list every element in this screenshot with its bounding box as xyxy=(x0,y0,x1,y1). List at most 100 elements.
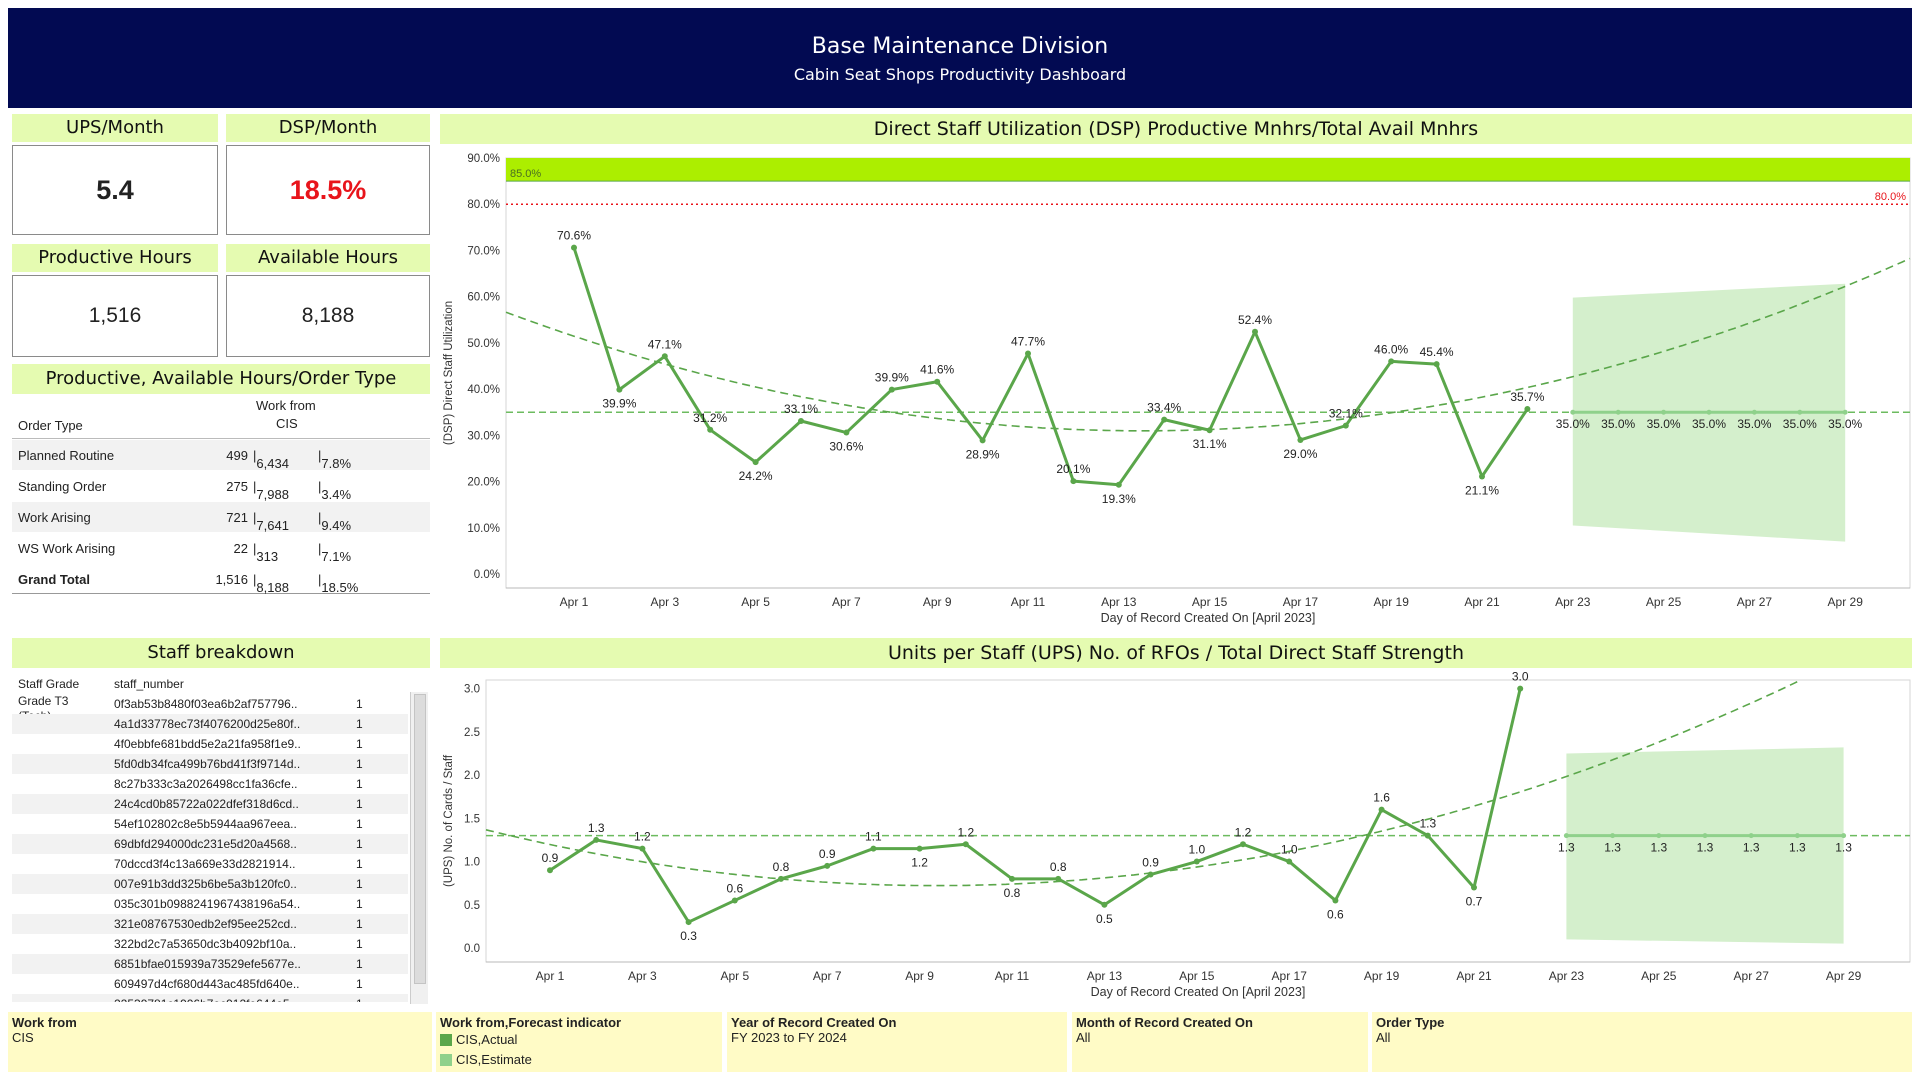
staff-row[interactable]: 609497d4cf680d443ac485fd640e.. 1 xyxy=(12,974,408,994)
data-point xyxy=(778,875,784,882)
dashboard-header: Base Maintenance Division Cabin Seat Sho… xyxy=(8,8,1912,108)
data-label: 0.8 xyxy=(1004,886,1021,900)
staff-row[interactable]: 24c4cd0b85722a022dfef318d6cd.. 1 xyxy=(12,794,408,814)
staff-row[interactable]: 54ef102802c8e5b5944aa967eea.. 1 xyxy=(12,814,408,834)
x-tick-label: Apr 11 xyxy=(1011,595,1046,609)
staff-number-cell: 70dccd3f4c13a669e33d2821914.. xyxy=(114,857,296,871)
staff-scrollbar[interactable] xyxy=(410,692,428,1004)
y-axis-title: (UPS) No. of Cards / Staff xyxy=(443,754,455,887)
dsp-chart: 85.0% 80.0% 0.0% 10.0% 20.0% 30.0% 40.0% 50.0% 6… xyxy=(443,153,1911,625)
staff-count-cell: 1 xyxy=(356,757,363,771)
staff-number-cell: 4a1d33778ec73f4076200d25e80f.. xyxy=(114,717,301,731)
staff-row[interactable]: 70dccd3f4c13a669e33d2821914.. 1 xyxy=(12,854,408,874)
data-label: 52.4% xyxy=(1238,313,1272,327)
staff-row[interactable]: 322bd2c7a53650dc3b4092bf10a.. 1 xyxy=(12,934,408,954)
header-staff-number: staff_number xyxy=(114,677,184,691)
filter-year-value[interactable]: FY 2023 to FY 2024 xyxy=(731,1030,847,1045)
legend-item-estimate[interactable]: CIS,Estimate xyxy=(440,1052,532,1067)
filter-order-type[interactable]: Order Type All xyxy=(1372,1012,1912,1072)
staff-count-cell: 1 xyxy=(356,837,363,851)
x-tick-label: Apr 25 xyxy=(1641,969,1677,983)
x-tick-label: Apr 27 xyxy=(1734,969,1770,983)
legend-item-actual[interactable]: CIS,Actual xyxy=(440,1032,517,1047)
grand-available-cell: | 8,188 xyxy=(253,572,289,595)
data-point xyxy=(979,437,986,444)
y-tick-label: 1.5 xyxy=(464,813,480,825)
data-point xyxy=(616,386,623,393)
data-point xyxy=(824,862,831,869)
legend-label-estimate: CIS,Estimate xyxy=(456,1052,532,1067)
staff-row[interactable]: 6851bfae015939a73529efe5677e.. 1 xyxy=(12,954,408,974)
y-tick-label: 40.0% xyxy=(467,384,500,396)
legend-title: Work from,Forecast indicator xyxy=(440,1015,622,1030)
data-point xyxy=(1009,875,1015,882)
header-order-type: Order Type xyxy=(18,418,83,433)
ups-chart: 0.0 0.5 1.0 1.5 2.0 2.5 3.0 Apr 1 Apr 3 Apr 5 Apr … xyxy=(443,670,1911,999)
staff-number-cell: 609497d4cf680d443ac485fd640e.. xyxy=(114,977,300,991)
data-point xyxy=(1424,832,1431,839)
legend-swatch-actual xyxy=(440,1034,452,1046)
filter-year[interactable]: Year of Record Created On FY 2023 to FY … xyxy=(727,1012,1067,1072)
staff-row[interactable]: 035c301b0988241967438196a54.. 1 xyxy=(12,894,408,914)
available-cell: | 7,641 xyxy=(253,510,289,533)
filter-order-type-value[interactable]: All xyxy=(1376,1030,1391,1045)
staff-row[interactable]: 0f3ab53b8480f03ea6b2af757796.. 1 xyxy=(12,694,408,714)
staff-count-cell: 1 xyxy=(356,697,363,711)
staff-count-cell: 1 xyxy=(356,797,363,811)
x-tick-label: Apr 19 xyxy=(1364,969,1400,983)
table-row-grand-total: Grand Total 1,516 | 8,188 | 18.5% xyxy=(12,564,430,595)
x-tick-label: Apr 7 xyxy=(832,595,861,609)
data-label: 70.6% xyxy=(557,229,591,243)
forecast-band xyxy=(1566,747,1844,944)
forecast-point xyxy=(1615,409,1621,415)
filter-work-from-value[interactable]: CIS xyxy=(12,1030,34,1045)
table-row: Planned Routine 499 | 6,434 | 7.8% xyxy=(12,440,430,471)
y-tick-label: 80.0% xyxy=(467,199,500,211)
staff-row[interactable]: 22539781c1906b7ec912fe644e5.. 1 xyxy=(12,994,408,1002)
pct-value: 7.8% xyxy=(321,456,352,471)
data-point xyxy=(1342,422,1349,429)
data-label: 28.9% xyxy=(966,447,1000,461)
staff-count-cell: 1 xyxy=(356,817,363,831)
forecast-point xyxy=(1661,409,1667,415)
staff-row[interactable]: 5fd0db34fca499b76bd41f3f9714d.. 1 xyxy=(12,754,408,774)
y-tick-label: 2.5 xyxy=(464,727,480,739)
header-staff-grade: Staff Grade xyxy=(18,677,80,691)
staff-row[interactable]: 4a1d33778ec73f4076200d25e80f.. 1 xyxy=(12,714,408,734)
forecast-label: 35.0% xyxy=(1692,417,1726,431)
grand-productive-cell: 1,516 xyxy=(215,572,248,587)
data-point xyxy=(1101,901,1108,908)
forecast-label: 1.3 xyxy=(1697,841,1714,855)
staff-count-cell: 1 xyxy=(356,777,363,791)
forecast-label: 35.0% xyxy=(1783,417,1817,431)
filter-month[interactable]: Month of Record Created On All xyxy=(1072,1012,1368,1072)
data-label: 41.6% xyxy=(920,363,954,377)
data-label: 1.3 xyxy=(1419,817,1436,831)
forecast-label: 35.0% xyxy=(1647,417,1681,431)
y-tick-label: 50.0% xyxy=(467,338,500,350)
staff-row[interactable]: 321e08767530edb2ef95ee252cd.. 1 xyxy=(12,914,408,934)
staff-scrollbar-thumb[interactable] xyxy=(414,694,426,984)
data-label: 0.9 xyxy=(542,851,559,865)
legend-label-actual: CIS,Actual xyxy=(456,1032,518,1047)
x-tick-label: Apr 21 xyxy=(1456,969,1492,983)
staff-row[interactable]: 69dbfd294000dc231e5d20a4568.. 1 xyxy=(12,834,408,854)
staff-number-cell: 321e08767530edb2ef95ee252cd.. xyxy=(114,917,297,931)
filter-month-value[interactable]: All xyxy=(1076,1030,1091,1045)
staff-row[interactable]: 007e91b3dd325b6be5a3b120fc0.. 1 xyxy=(12,874,408,894)
data-point xyxy=(547,867,553,874)
data-label: 1.6 xyxy=(1373,791,1390,805)
filter-work-from[interactable]: Work from CIS xyxy=(8,1012,432,1072)
data-label: 24.2% xyxy=(739,469,773,483)
staff-row[interactable]: 8c27b333c3a2026498cc1fa36cfe.. 1 xyxy=(12,774,408,794)
available-value: 7,988 xyxy=(256,487,289,502)
data-label: 1.2 xyxy=(911,856,928,870)
x-axis-title: Day of Record Created On [April 2023] xyxy=(1091,985,1306,999)
data-label: 1.1 xyxy=(865,830,882,844)
data-label: 47.1% xyxy=(648,337,682,351)
y-tick-label: 1.0 xyxy=(464,857,480,869)
data-label: 35.7% xyxy=(1510,390,1544,404)
staff-row[interactable]: 4f0ebbfe681bdd5e2a21fa958f1e9.. 1 xyxy=(12,734,408,754)
x-tick-label: Apr 29 xyxy=(1828,595,1864,609)
staff-count-cell: 1 xyxy=(356,937,363,951)
